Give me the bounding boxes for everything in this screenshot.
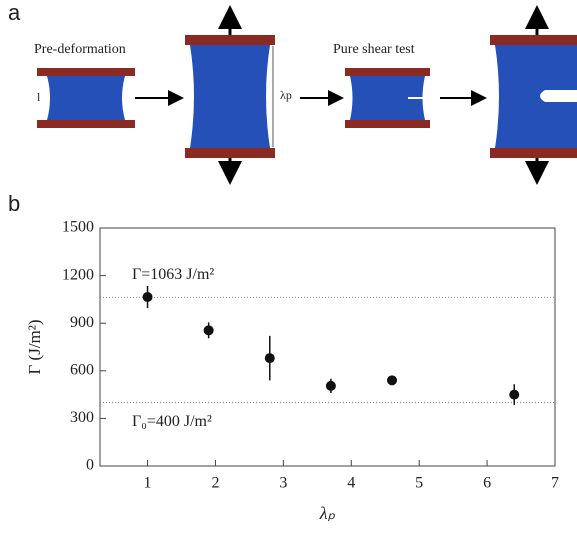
step-label: Pure shear test [333,42,415,57]
y-tick-label: 300 [70,409,94,426]
y-tick-label: 600 [70,361,94,378]
x-tick-label: 7 [551,475,559,492]
chart: b 0 300 600 900 1200 1500 1 2 3 4 5 6 7 λₚ Γ (J/m²) Γ=10… [8,191,559,523]
reference-label: Γ=1063 J/m² [132,266,214,283]
data-point [142,292,153,303]
y-tick-label: 0 [86,457,94,474]
x-tick-label: 3 [279,475,287,492]
y-tick-label: 1200 [62,266,94,283]
data-point [264,353,275,364]
y-tick-label: 900 [70,314,94,331]
length-label: l [37,90,41,104]
data-point [325,380,336,391]
reference-label: Γ₀=400 J/m² [132,413,212,430]
panel-label: b [8,191,20,216]
x-tick-label: 1 [144,475,152,492]
data-point [509,389,520,400]
step-label: Pre-deformation [34,42,126,57]
panel-a-diagram: a Pre-deformation l λp Pure shear test [8,0,577,185]
x-axis-label: λₚ [319,503,336,523]
stretch-label: λp [280,88,292,102]
x-tick-label: 6 [483,475,491,492]
y-tick-label: 1500 [62,219,94,236]
panel-label: a [8,0,21,25]
x-tick-label: 4 [347,475,355,492]
x-tick-label: 5 [415,475,423,492]
x-tick-label: 2 [211,475,219,492]
y-axis-label: Γ (J/m²) [25,319,44,374]
data-point [387,375,398,386]
plot-frame [99,227,556,467]
data-point [203,325,214,336]
